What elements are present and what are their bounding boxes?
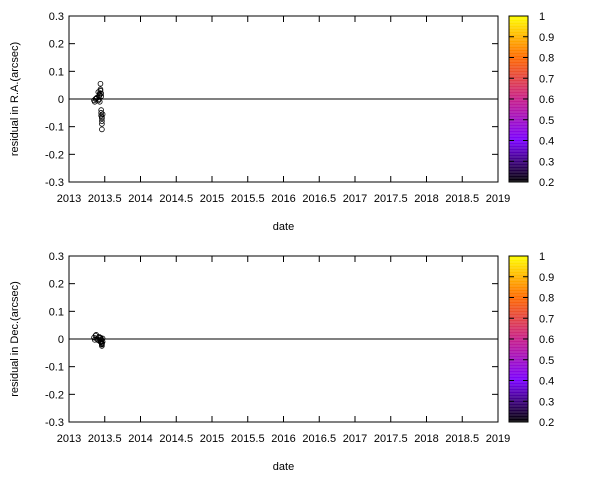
y-tick-label: -0.3 — [45, 177, 64, 189]
x-tick-label: 2015 — [200, 433, 224, 445]
x-tick-label: 2017.5 — [374, 193, 408, 205]
colorbar-tick-label: 0.7 — [539, 73, 554, 85]
data-point — [99, 118, 105, 124]
colorbar-tick-label: 0.2 — [539, 417, 554, 429]
x-tick-label: 2014.5 — [159, 433, 193, 445]
colorbar-tick-label: 1 — [539, 251, 545, 263]
x-tick-label: 2016 — [271, 193, 295, 205]
x-tick-label: 2013 — [57, 193, 81, 205]
x-tick-label: 2013.5 — [88, 433, 122, 445]
data-point — [99, 111, 106, 118]
data-point — [97, 87, 104, 94]
x-tick-label: 2018.5 — [445, 193, 479, 205]
x-tick-label: 2016.5 — [302, 193, 336, 205]
colorbar-tick-label: 0.8 — [539, 293, 554, 305]
x-axis-label: date — [273, 221, 294, 233]
x-tick-label: 2017 — [343, 193, 367, 205]
colorbar-tick-label: 0.5 — [539, 355, 554, 367]
colorbar-tick-label: 0.4 — [539, 376, 554, 388]
y-tick-label: -0.2 — [45, 389, 64, 401]
data-point — [92, 96, 99, 102]
x-tick-label: 2019 — [486, 193, 510, 205]
y-axis-label: residual in Dec.(arcsec) — [9, 281, 21, 397]
y-tick-label: -0.3 — [45, 417, 64, 429]
data-point — [97, 80, 104, 87]
x-tick-label: 2016.5 — [302, 433, 336, 445]
x-tick-label: 2018 — [414, 193, 438, 205]
y-tick-label: 0.3 — [49, 251, 64, 263]
x-tick-label: 2016 — [271, 433, 295, 445]
data-point — [99, 343, 105, 349]
data-point — [96, 98, 103, 105]
x-tick-label: 2018 — [414, 433, 438, 445]
chart-panel-2: -0.3 -0.2 -0.1 0 0.1 0.2 0.3 2013 2013.5 2014 2014… — [9, 251, 554, 473]
x-tick-label: 2015.5 — [231, 433, 265, 445]
chart-panel-1: -0.3 -0.2 -0.1 0 0.1 0.2 0.3 2013 2013.5 2014 2014… — [9, 11, 554, 233]
x-tick-label: 2017.5 — [374, 433, 408, 445]
x-tick-label: 2014 — [128, 193, 152, 205]
x-tick-label: 2017 — [343, 433, 367, 445]
data-point — [98, 93, 104, 100]
y-tick-label: 0.1 — [49, 306, 64, 318]
colorbar-tick-label: 0.7 — [539, 313, 554, 325]
x-tick-label: 2019 — [486, 433, 510, 445]
data-point — [93, 332, 99, 338]
data-point — [99, 121, 105, 127]
colorbar-tick-label: 0.3 — [539, 396, 554, 408]
y-tick-label: -0.1 — [45, 122, 64, 134]
data-point — [99, 115, 105, 122]
colorbar-tick-label: 0.9 — [539, 272, 554, 284]
x-tick-label: 2014.5 — [159, 193, 193, 205]
y-tick-label: 0.2 — [49, 39, 64, 51]
y-axis-label: residual in R.A.(arcsec) — [9, 42, 21, 156]
y-tick-label: 0.1 — [49, 66, 64, 78]
y-tick-label: 0.2 — [49, 279, 64, 291]
data-point — [98, 110, 104, 116]
colorbar-tick-label: 0.2 — [539, 177, 554, 189]
x-tick-label: 2015.5 — [231, 193, 265, 205]
x-tick-label: 2014 — [128, 433, 152, 445]
colorbar-tick-label: 0.5 — [539, 115, 554, 127]
colorbar-tick-label: 0.3 — [539, 156, 554, 168]
y-tick-label: 0.3 — [49, 11, 64, 23]
x-axis-label: date — [273, 461, 294, 473]
data-point — [92, 332, 99, 339]
colorbar-tick-label: 0.4 — [539, 136, 554, 148]
colorbar-tick-label: 1 — [539, 11, 545, 23]
data-point — [99, 335, 106, 342]
y-tick-label: -0.2 — [45, 149, 64, 161]
colorbar-tick-label: 0.6 — [539, 94, 554, 106]
y-tick-label: 0 — [58, 334, 64, 346]
data-point — [99, 126, 105, 133]
y-tick-label: 0 — [58, 94, 64, 106]
x-tick-label: 2015 — [200, 193, 224, 205]
data-point — [98, 90, 104, 97]
x-tick-label: 2013 — [57, 433, 81, 445]
x-tick-label: 2018.5 — [445, 433, 479, 445]
colorbar-tick-label: 0.6 — [539, 334, 554, 346]
colorbar-tick-label: 0.9 — [539, 32, 554, 44]
y-tick-label: -0.1 — [45, 362, 64, 374]
colorbar-tick-label: 0.8 — [539, 53, 554, 65]
x-tick-label: 2013.5 — [88, 193, 122, 205]
data-point — [99, 338, 106, 345]
